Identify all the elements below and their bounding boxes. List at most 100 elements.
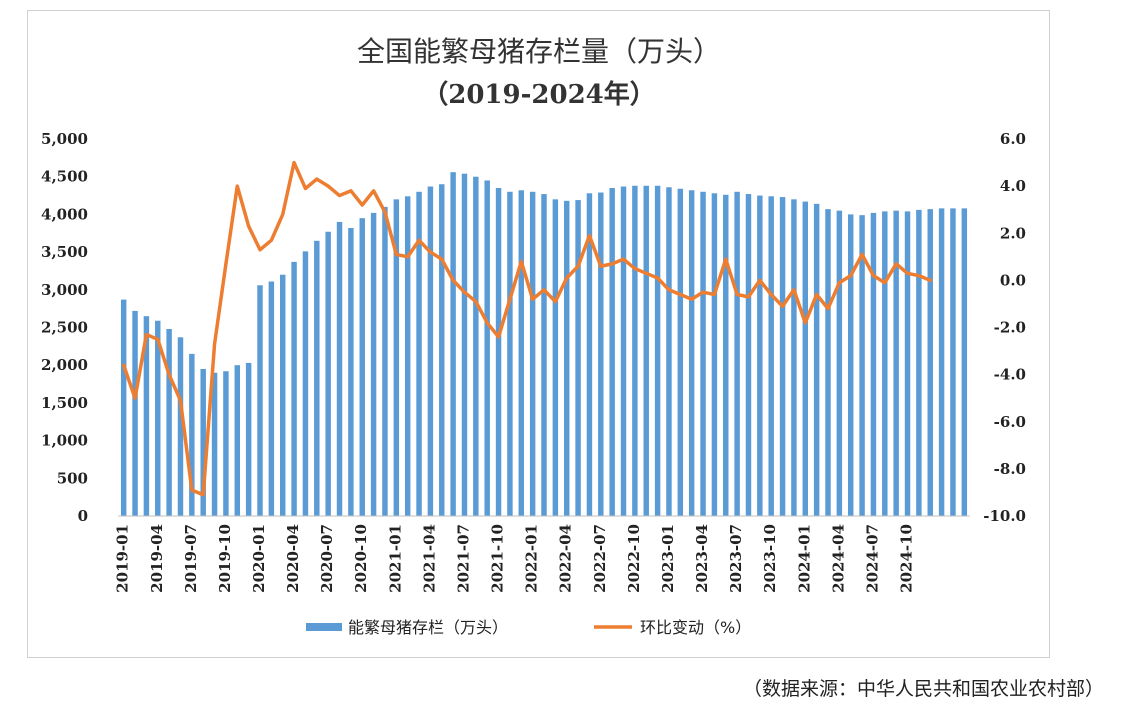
bar <box>643 185 649 517</box>
bar <box>745 194 752 517</box>
bar <box>802 201 809 516</box>
right-tick-label: -2.0 <box>994 319 1026 337</box>
bar <box>359 218 365 517</box>
bar <box>927 209 933 516</box>
bar <box>314 240 320 517</box>
x-tick-label: 2023-07 <box>727 524 745 593</box>
bar <box>268 281 275 516</box>
x-tick-label: 2021-01 <box>386 524 404 593</box>
bar <box>155 320 161 516</box>
legend-line-label: 环比变动（%） <box>640 618 751 637</box>
bar <box>632 185 638 517</box>
bar <box>870 212 877 516</box>
right-tick-label: -4.0 <box>994 366 1026 384</box>
bar <box>189 353 195 516</box>
bar <box>518 190 525 516</box>
bar <box>609 188 615 516</box>
bar <box>723 194 729 516</box>
x-tick-label: 2021-10 <box>489 524 507 593</box>
bar <box>370 212 377 516</box>
bar <box>552 199 559 516</box>
x-tick-label: 2019-04 <box>148 524 166 593</box>
bar <box>416 191 422 516</box>
source-note: （数据来源：中华人民共和国农业农村部） <box>743 678 1104 700</box>
x-tick-label: 2022-01 <box>523 524 541 593</box>
bar <box>768 196 774 516</box>
x-axis-ticks: 2019-01 2019-04 2019-07 2019-10 2020-01 2020-… <box>114 524 916 593</box>
x-tick-label: 2023-01 <box>659 524 677 593</box>
bar <box>223 371 229 516</box>
x-tick-label: 2020-01 <box>250 524 268 593</box>
bar <box>279 274 286 516</box>
bar <box>257 285 263 516</box>
bar <box>450 172 456 516</box>
bar <box>393 199 400 516</box>
left-tick-label: 0 <box>78 507 88 525</box>
x-tick-label: 2022-10 <box>625 524 643 593</box>
chart-title: 全国能繁母猪存栏量（万头） <box>357 35 721 68</box>
bar <box>120 299 127 516</box>
chart-frame: 全国能繁母猪存栏量（万头） （2019-2024年） 0 500 1,000 1,50… <box>27 10 1050 658</box>
x-tick-label: 2023-04 <box>693 524 711 593</box>
left-tick-label: 3,000 <box>41 281 88 299</box>
right-tick-label: -10.0 <box>983 507 1026 525</box>
x-tick-label: 2024-10 <box>898 524 916 593</box>
bar <box>211 372 218 516</box>
bar <box>882 211 888 516</box>
bar <box>688 190 695 516</box>
right-tick-label: 4.0 <box>1000 177 1026 195</box>
bar <box>700 191 706 516</box>
left-tick-label: 2,000 <box>41 356 88 374</box>
left-tick-label: 1,000 <box>41 432 88 450</box>
bar <box>791 199 797 516</box>
bar <box>825 209 831 516</box>
x-tick-label: 2019-10 <box>216 524 234 593</box>
right-tick-label: -8.0 <box>994 460 1026 478</box>
legend-bar-swatch <box>306 623 342 631</box>
x-tick-label: 2021-04 <box>420 524 438 593</box>
bar <box>575 200 581 516</box>
left-tick-label: 1,500 <box>41 394 88 412</box>
left-tick-label: 2,500 <box>41 319 88 337</box>
bar <box>586 193 593 516</box>
legend-bar-label: 能繁母猪存栏（万头） <box>348 618 508 637</box>
bar <box>757 195 763 517</box>
source-note-area: （数据来源：中华人民共和国农业农村部） <box>743 678 1104 700</box>
x-tick-label: 2024-01 <box>795 524 813 593</box>
bar <box>473 176 479 516</box>
bar <box>382 206 388 517</box>
bar <box>325 231 331 516</box>
bar <box>711 193 718 516</box>
x-tick-label: 2023-10 <box>761 524 779 593</box>
line-series-path <box>121 160 932 497</box>
bar <box>779 197 786 517</box>
bar <box>836 210 843 516</box>
bar <box>404 196 411 516</box>
bar <box>143 316 150 516</box>
bar <box>336 221 343 516</box>
bar <box>893 210 899 516</box>
bar <box>734 191 740 516</box>
bar <box>200 368 206 516</box>
bar <box>859 215 865 517</box>
bar <box>234 365 241 516</box>
x-tick-label: 2024-04 <box>829 524 847 593</box>
bar <box>245 362 252 516</box>
chart-svg: 全国能繁母猪存栏量（万头） （2019-2024年） 0 500 1,000 1,50… <box>41 35 1026 637</box>
x-tick-label: 2021-07 <box>454 524 472 593</box>
left-tick-label: 5,000 <box>41 130 88 148</box>
bar <box>666 187 672 517</box>
bar <box>541 194 547 517</box>
bar <box>654 185 661 517</box>
right-tick-label: -6.0 <box>994 413 1026 431</box>
x-tick-label: 2020-07 <box>318 524 336 593</box>
bar <box>813 203 820 516</box>
bar <box>439 184 445 517</box>
bar <box>598 192 604 516</box>
bar <box>132 310 138 516</box>
bar <box>427 186 434 516</box>
left-tick-label: 500 <box>57 469 88 487</box>
bar <box>166 329 172 516</box>
bar <box>348 227 354 517</box>
bar <box>563 200 570 516</box>
